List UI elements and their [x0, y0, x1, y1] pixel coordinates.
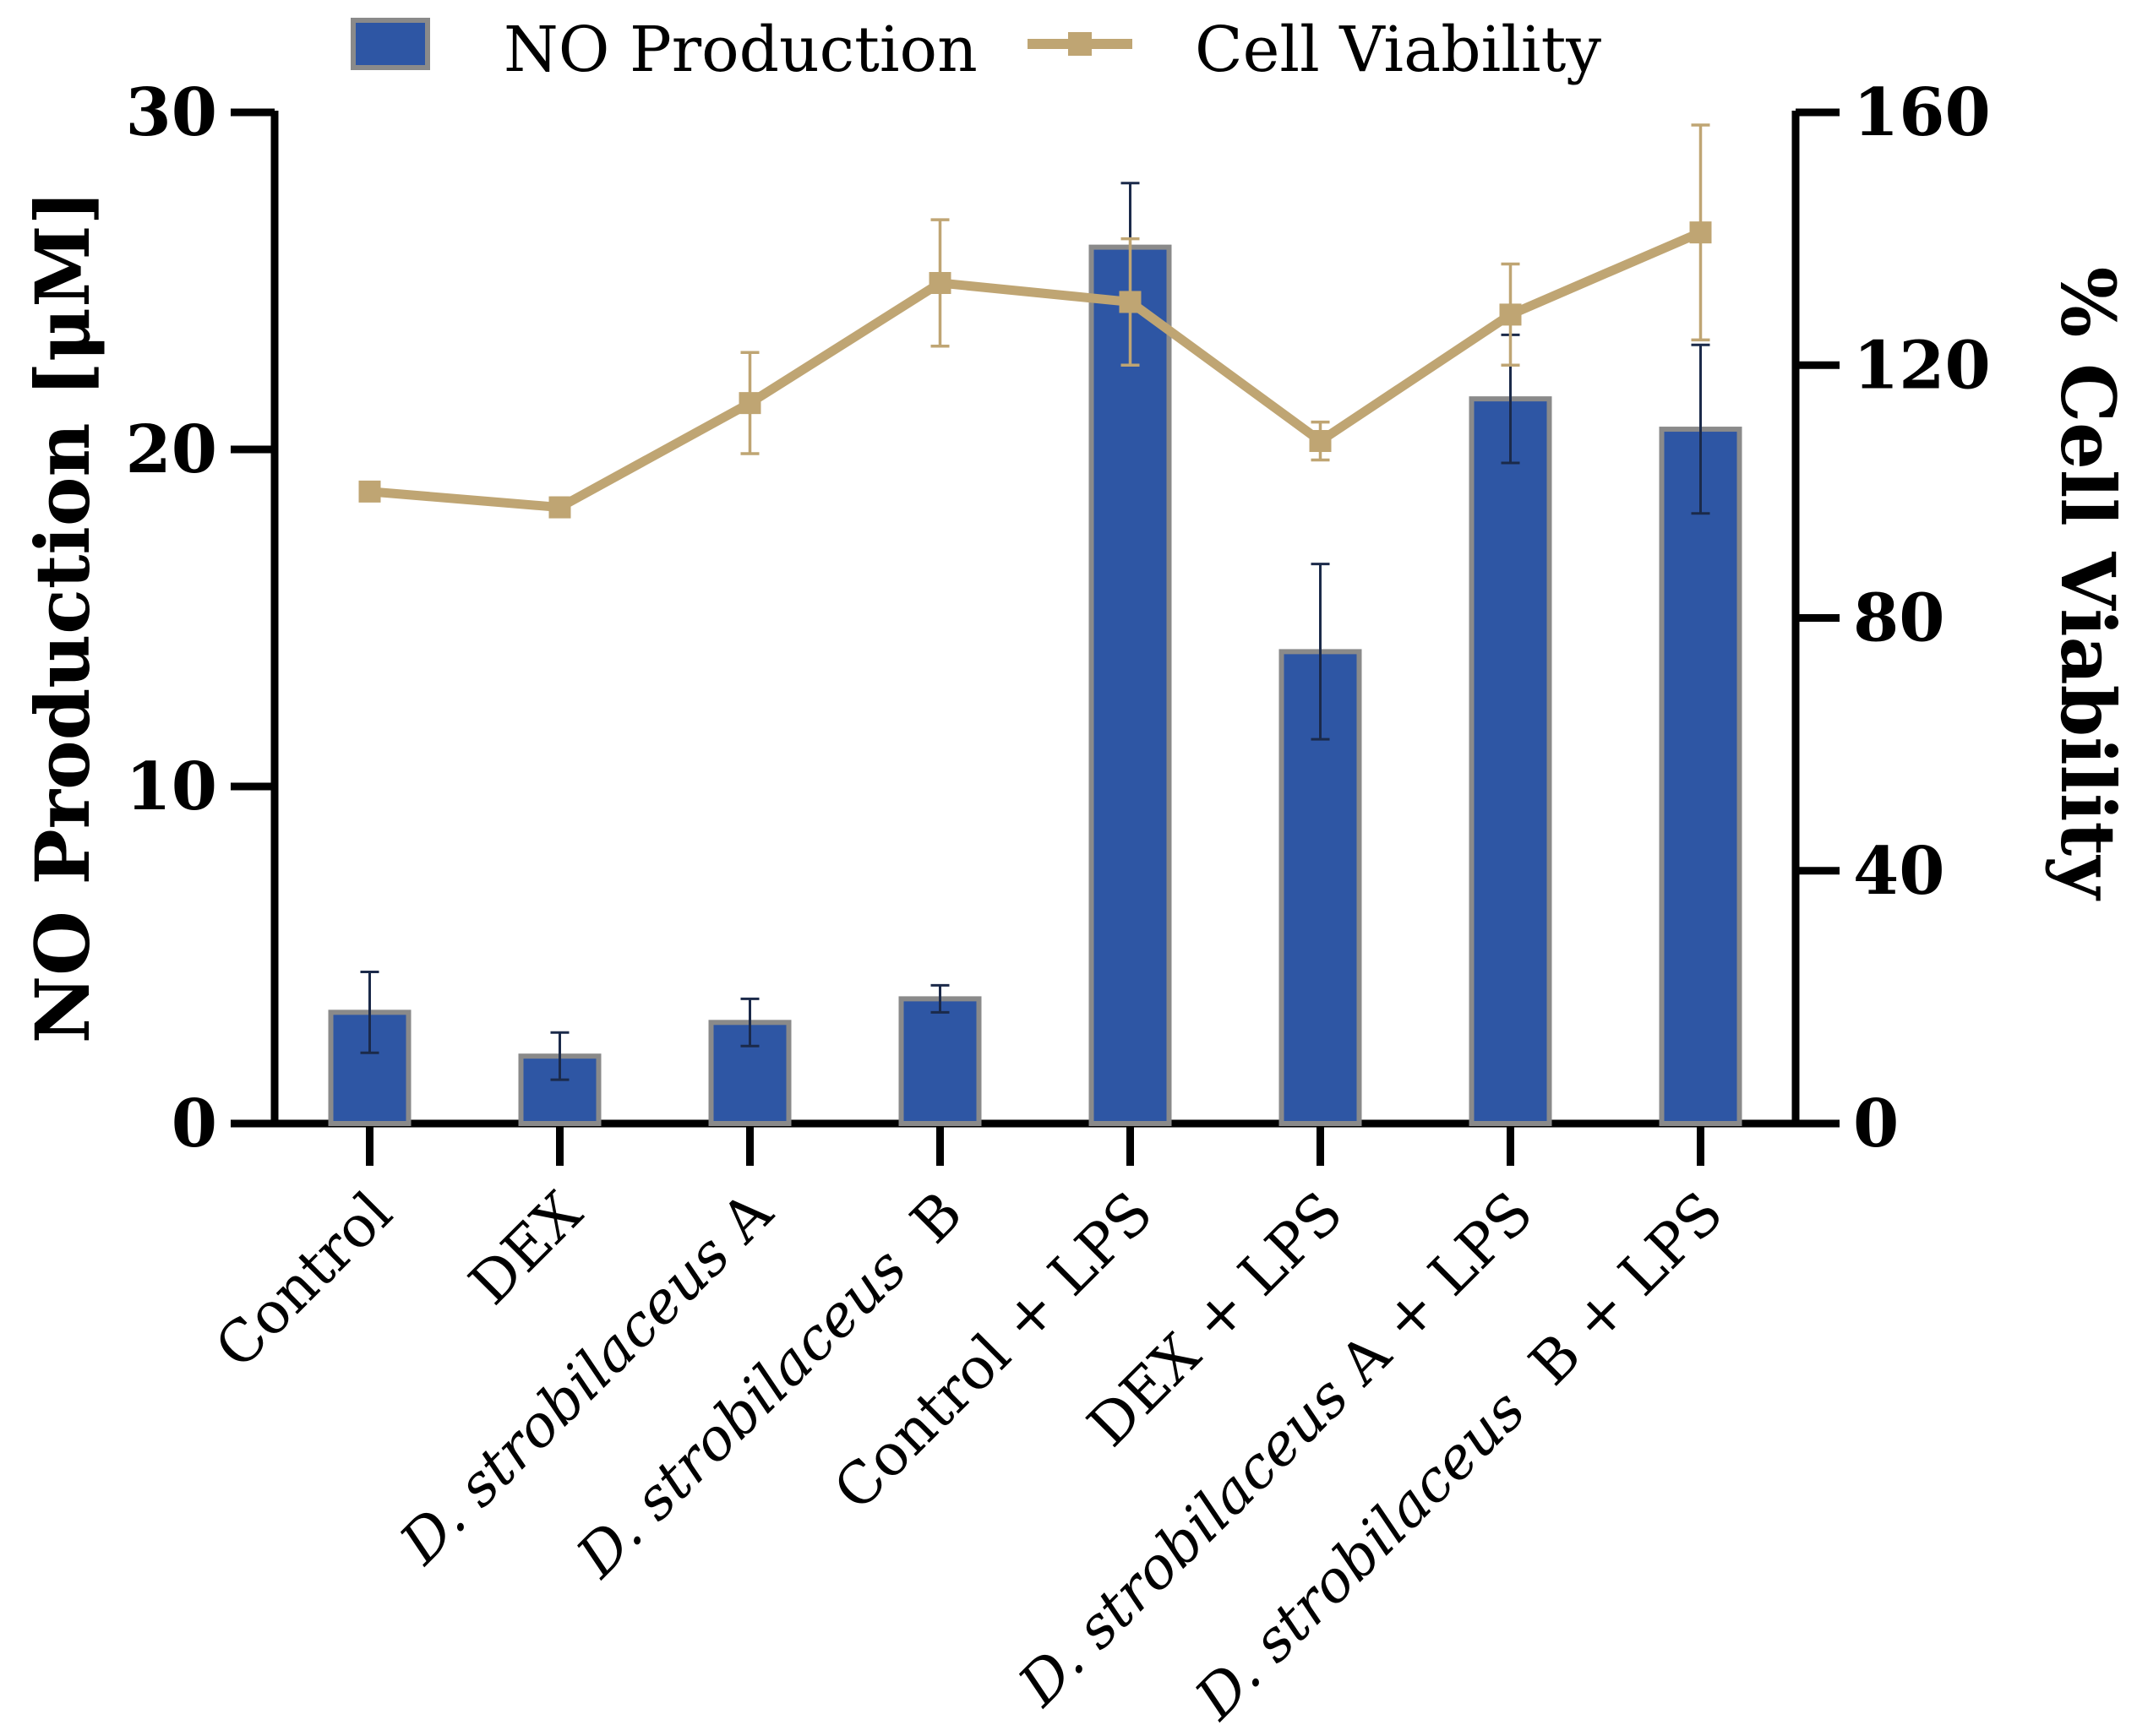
left-axis-tick-label: 0: [172, 1086, 217, 1162]
line-point: [1689, 221, 1712, 244]
line-series: [358, 123, 1712, 519]
legend-label-no-production: NO Production: [504, 14, 978, 86]
category-label-species: D. strobilaceus: [1182, 1377, 1539, 1733]
right-axis-title: % Cell Viability: [2044, 267, 2132, 901]
axes: 0 10 20 30 0 40 80 120 160: [125, 74, 1991, 1166]
legend-swatch-no-production: [351, 18, 430, 70]
line-point: [358, 480, 381, 503]
legend-label-cell-viability: Cell Viability: [1195, 14, 1601, 86]
right-axis-tick-label: 0: [1853, 1086, 1899, 1162]
bar: [1469, 396, 1552, 1126]
bar: [1659, 427, 1742, 1126]
line-point: [548, 496, 571, 519]
right-axis-tick-label: 80: [1853, 580, 1945, 657]
right-axis-tick-label: 120: [1853, 327, 1991, 404]
bar: [898, 996, 982, 1126]
legend: NO Production Cell Viability: [351, 14, 1601, 86]
x-axis-category-label: Control + LPS: [821, 1179, 1165, 1523]
line-point: [1309, 430, 1332, 453]
line-point: [739, 392, 761, 415]
category-label-text: Control + LPS: [821, 1179, 1165, 1523]
left-axis-tick-label: 20: [125, 411, 217, 488]
legend-marker-cell-viability: [1068, 32, 1092, 56]
category-label-text: DEX: [457, 1179, 596, 1318]
left-axis-title: NO Production [μM]: [19, 190, 106, 1044]
bar-series: [328, 182, 1742, 1127]
right-axis-tick-label: 40: [1853, 833, 1945, 910]
x-axis-category-label: D. strobilaceus A: [387, 1179, 786, 1578]
right-axis-tick-label: 160: [1853, 74, 1991, 151]
category-label-species: D. strobilaceus: [564, 1235, 920, 1592]
line-point: [1499, 303, 1522, 326]
bar: [1088, 244, 1172, 1127]
x-axis-category-label: DEX: [457, 1179, 596, 1318]
line-point: [1119, 291, 1142, 313]
category-label-species: D. strobilaceus: [1006, 1363, 1362, 1720]
left-axis-tick-label: 10: [125, 748, 217, 825]
cell-viability-line: [369, 228, 1703, 513]
line-point: [929, 271, 951, 294]
x-axis-category-label: Control: [203, 1179, 405, 1381]
category-label-text: Control: [203, 1179, 405, 1381]
left-axis-tick-label: 30: [125, 74, 217, 151]
category-label-species: D. strobilaceus: [387, 1222, 744, 1578]
